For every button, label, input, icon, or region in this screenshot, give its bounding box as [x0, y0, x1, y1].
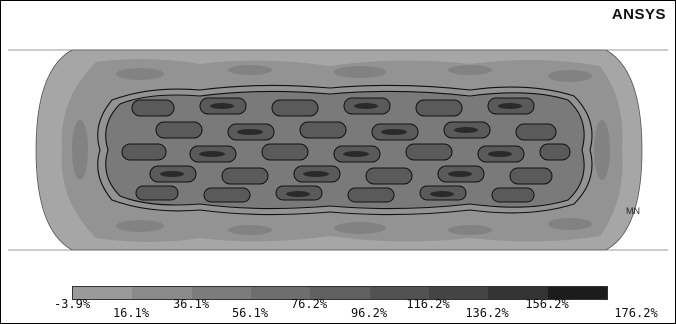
legend-swatch	[428, 287, 489, 299]
legend-tick-label: 56.1%	[231, 306, 269, 320]
stent-outer-contour	[97, 84, 593, 216]
legend-tick-label: 116.2%	[406, 297, 450, 311]
legend-tick-label: 36.1%	[172, 297, 210, 311]
node-min-label: MN	[626, 206, 640, 216]
legend-tick-label: 16.1%	[112, 306, 150, 320]
legend-swatch	[132, 287, 192, 299]
legend-tick-label: 136.2%	[465, 306, 509, 320]
legend-swatch	[547, 287, 607, 299]
legend-tick-label: -3.9%	[53, 297, 91, 311]
legend-swatch	[191, 287, 251, 299]
high-stress-cores	[160, 103, 522, 197]
legend-swatch	[73, 287, 133, 299]
legend-swatch	[488, 287, 548, 299]
legend-tick-label: 156.2%	[525, 297, 569, 311]
legend-swatch	[250, 287, 311, 299]
legend-tick-label: 96.2%	[350, 306, 388, 320]
band-blotches	[72, 65, 610, 235]
legend-tick-label: 176.2%	[614, 306, 658, 320]
legend-swatch	[310, 287, 370, 299]
ansys-logo: ANSYS	[611, 6, 666, 23]
legend-tick-label: 76.2%	[290, 297, 328, 311]
legend-swatch	[369, 287, 429, 299]
stress-legend-bar	[72, 286, 608, 300]
